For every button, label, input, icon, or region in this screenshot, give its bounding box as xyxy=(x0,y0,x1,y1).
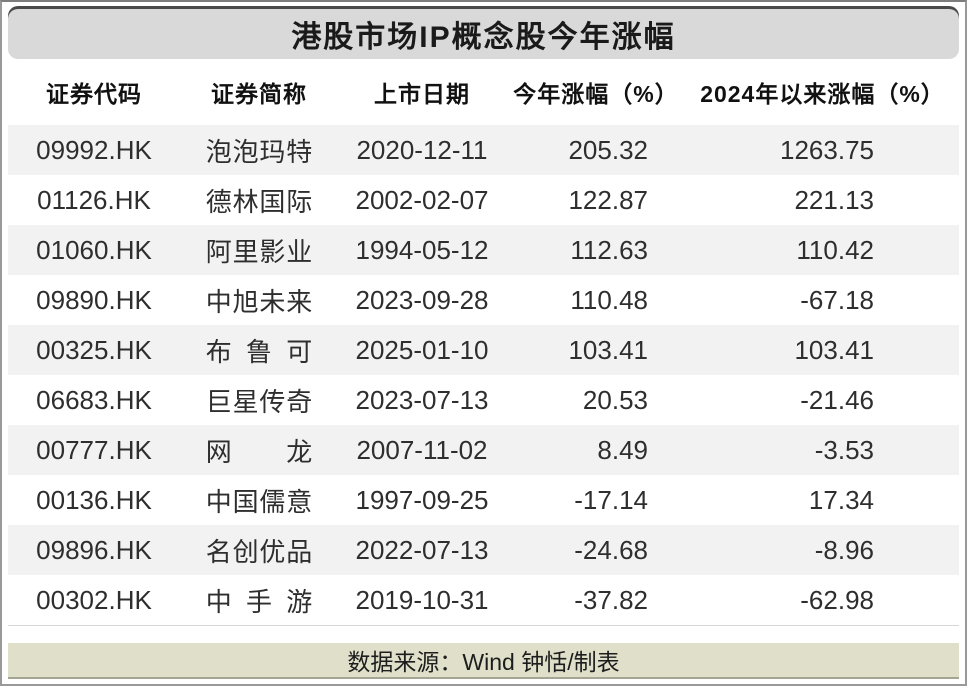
col-header-since2024: 2024年以来涨幅（%） xyxy=(700,81,945,107)
cell-name: 德林国际 xyxy=(180,175,338,225)
cell-code: 00302.HK xyxy=(36,584,152,615)
cell-name: 网龙 xyxy=(180,425,338,475)
cell-ytd: 122.87 xyxy=(568,184,648,215)
cell-since2024: -8.96 xyxy=(814,534,874,565)
source-footer: 数据来源：Wind 钟恬/制表 xyxy=(8,643,959,679)
cell-code: 00777.HK xyxy=(36,434,152,465)
cell-since2024: 110.42 xyxy=(796,234,874,265)
cell-date: 2025-01-10 xyxy=(355,334,489,365)
cell-ytd: 112.63 xyxy=(570,234,648,265)
cell-ytd: 20.53 xyxy=(582,384,648,415)
cell-name: 泡泡玛特 xyxy=(180,125,338,175)
cell-ytd: 110.48 xyxy=(570,284,648,315)
cell-since2024: 103.41 xyxy=(794,334,874,365)
table-row: 01060.HK 阿里影业 1994-05-12 112.63 110.42 xyxy=(8,225,959,275)
cell-date: 2007-11-02 xyxy=(356,434,488,465)
table-row: 00302.HK 中手游 2019-10-31 -37.82 -62.98 xyxy=(8,575,959,626)
cell-code: 00136.HK xyxy=(36,484,152,515)
cell-code: 09992.HK xyxy=(36,134,152,165)
cell-date: 1994-05-12 xyxy=(355,234,489,265)
stock-name: 中旭未来 xyxy=(205,286,313,317)
table-row: 01126.HK 德林国际 2002-02-07 122.87 221.13 xyxy=(8,175,959,225)
cell-code: 06683.HK xyxy=(36,384,152,415)
stock-name: 中手游 xyxy=(205,586,313,617)
header-row: 证券代码 证券简称 上市日期 今年涨幅（%） 2024年以来涨幅（%） xyxy=(8,59,959,125)
stock-name: 布鲁可 xyxy=(205,336,313,367)
cell-ytd: -24.68 xyxy=(574,534,648,565)
table-row: 09890.HK 中旭未来 2023-09-28 110.48 -67.18 xyxy=(8,275,959,325)
cell-date: 2020-12-11 xyxy=(356,134,488,165)
cell-since2024: -3.53 xyxy=(814,434,874,465)
cell-code: 01126.HK xyxy=(37,184,151,215)
cell-since2024: -67.18 xyxy=(800,284,874,315)
cell-name: 中手游 xyxy=(180,575,338,626)
cell-date: 2019-10-31 xyxy=(355,584,489,615)
cell-code: 09890.HK xyxy=(36,284,152,315)
col-header-name: 证券简称 xyxy=(211,81,307,107)
stocks-table: 证券代码 证券简称 上市日期 今年涨幅（%） 2024年以来涨幅（%） 0999… xyxy=(8,59,959,626)
stock-name: 泡泡玛特 xyxy=(205,136,313,167)
stock-name: 德林国际 xyxy=(205,186,313,217)
cell-name: 布鲁可 xyxy=(180,325,338,375)
table-row: 00136.HK 中国儒意 1997-09-25 -17.14 17.34 xyxy=(8,475,959,525)
cell-ytd: -17.14 xyxy=(574,484,648,515)
title-banner: 港股市场IP概念股今年涨幅 xyxy=(8,9,959,59)
cell-name: 中国儒意 xyxy=(180,475,338,525)
cell-code: 09896.HK xyxy=(36,534,152,565)
col-header-ytd: 今年涨幅（%） xyxy=(513,81,679,107)
cell-code: 00325.HK xyxy=(36,334,152,365)
cell-date: 2002-02-07 xyxy=(355,184,489,215)
cell-ytd: -37.82 xyxy=(574,584,648,615)
table-row: 06683.HK 巨星传奇 2023-07-13 20.53 -21.46 xyxy=(8,375,959,425)
cell-name: 名创优品 xyxy=(180,525,338,575)
cell-ytd: 8.49 xyxy=(597,434,648,465)
stock-name: 中国儒意 xyxy=(205,486,313,517)
cell-name: 巨星传奇 xyxy=(180,375,338,425)
cell-since2024: 221.13 xyxy=(794,184,874,215)
cell-since2024: -21.46 xyxy=(800,384,874,415)
col-header-date: 上市日期 xyxy=(374,81,470,107)
cell-ytd: 205.32 xyxy=(568,134,648,165)
col-header-code: 证券代码 xyxy=(46,81,142,107)
cell-ytd: 103.41 xyxy=(568,334,648,365)
cell-date: 2022-07-13 xyxy=(355,534,489,565)
table-row: 09992.HK 泡泡玛特 2020-12-11 205.32 1263.75 xyxy=(8,125,959,175)
stock-name: 阿里影业 xyxy=(205,236,313,267)
cell-name: 阿里影业 xyxy=(180,225,338,275)
stock-name: 名创优品 xyxy=(205,536,313,567)
cell-since2024: -62.98 xyxy=(800,584,874,615)
cell-code: 01060.HK xyxy=(36,234,152,265)
cell-name: 中旭未来 xyxy=(180,275,338,325)
cell-date: 2023-09-28 xyxy=(355,284,489,315)
cell-date: 1997-09-25 xyxy=(355,484,489,515)
table-row: 00777.HK 网龙 2007-11-02 8.49 -3.53 xyxy=(8,425,959,475)
source-text: 数据来源：Wind 钟恬/制表 xyxy=(347,649,620,675)
cell-date: 2023-07-13 xyxy=(355,384,489,415)
cell-since2024: 17.34 xyxy=(808,484,874,515)
stock-name: 网龙 xyxy=(205,436,313,467)
stock-name: 巨星传奇 xyxy=(205,386,313,417)
cell-since2024: 1263.75 xyxy=(780,134,874,165)
table-row: 09896.HK 名创优品 2022-07-13 -24.68 -8.96 xyxy=(8,525,959,575)
table-row: 00325.HK 布鲁可 2025-01-10 103.41 103.41 xyxy=(8,325,959,375)
page-title: 港股市场IP概念股今年涨幅 xyxy=(291,21,676,54)
